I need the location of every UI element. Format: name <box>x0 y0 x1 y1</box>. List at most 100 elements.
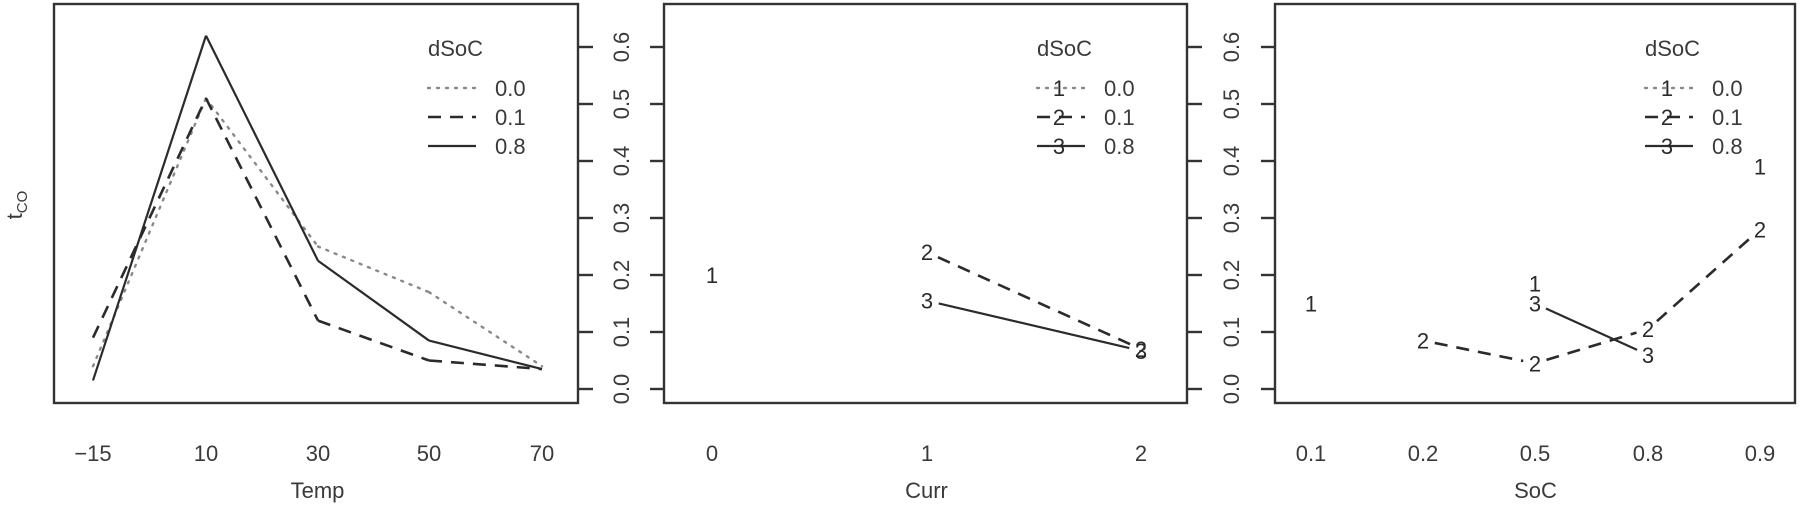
series-dsoc-0.0 <box>91 97 544 368</box>
y-axis-label: tCO <box>2 191 31 220</box>
series-dsoc-0.1: 22 <box>921 240 1147 362</box>
series-line <box>91 35 208 381</box>
series-line <box>204 97 320 322</box>
y-tick-label: 0.3 <box>609 203 634 234</box>
series-dsoc-0.8: 33 <box>921 289 1147 364</box>
series-line <box>205 35 319 262</box>
y-tick-label: 0.5 <box>1219 89 1244 120</box>
series-dsoc-0.1 <box>91 97 543 371</box>
point-marker: 2 <box>1642 317 1654 342</box>
legend-label: 0.0 <box>1712 76 1743 101</box>
legend-label: 0.0 <box>1104 76 1135 101</box>
x-tick-label: 50 <box>417 441 441 466</box>
series-line <box>937 255 1131 346</box>
series-line <box>1656 236 1752 323</box>
series-line <box>938 302 1130 350</box>
legend-title: dSoC <box>1037 36 1092 61</box>
legend-marker: 2 <box>1661 105 1673 130</box>
point-marker: 3 <box>921 289 933 314</box>
y-tick-label: 0.3 <box>1219 203 1244 234</box>
plot-frame <box>662 2 1189 405</box>
legend-label: 0.1 <box>495 105 526 130</box>
series-dsoc-0.0: 1 <box>706 263 718 288</box>
legend-marker: 3 <box>1053 134 1065 159</box>
x-tick-label: 0.9 <box>1745 441 1776 466</box>
series-dsoc-0.1: 2 2 2 2 <box>1417 217 1766 376</box>
x-tick-label: 30 <box>306 441 330 466</box>
point-marker: 1 <box>1529 272 1541 297</box>
point-marker: 1 <box>1305 292 1317 317</box>
legend: dSoC 1 0.0 2 0.1 3 0.8 <box>1643 36 1743 159</box>
y-tick-label: 0.5 <box>609 89 634 120</box>
series-dsoc-0.8 <box>91 35 543 381</box>
x-tick-label: 2 <box>1135 441 1147 466</box>
legend-label: 0.8 <box>1104 134 1135 159</box>
x-axis-label: Curr <box>905 478 948 503</box>
legend-label: 0.1 <box>1712 105 1743 130</box>
y-tick-label: 0.2 <box>609 260 634 291</box>
point-marker: 3 <box>1529 292 1541 317</box>
y-tick-label: 0.4 <box>1219 146 1244 177</box>
series-line <box>316 245 431 294</box>
series-line <box>1545 307 1638 351</box>
legend-label: 0.1 <box>1104 105 1135 130</box>
x-tick-label: 1 <box>921 441 933 466</box>
series-line <box>91 97 208 339</box>
point-marker: 3 <box>1135 339 1147 364</box>
legend-marker: 3 <box>1661 134 1673 159</box>
y-tick-label: 0.0 <box>609 374 634 405</box>
point-marker: 3 <box>1642 343 1654 368</box>
series-line <box>428 359 543 371</box>
x-tick-label: 0 <box>706 441 718 466</box>
series-line <box>91 97 208 368</box>
legend-title: dSoC <box>1645 36 1700 61</box>
x-axis-label: Temp <box>291 478 345 503</box>
series-dsoc-0.0: 1 1 1 <box>1305 155 1766 317</box>
x-tick-label: 0.1 <box>1296 441 1327 466</box>
y-tick-label: 0.1 <box>609 317 634 348</box>
legend-marker: 1 <box>1661 76 1673 101</box>
x-tick-label: 0.8 <box>1633 441 1664 466</box>
series-line <box>428 339 543 371</box>
legend-marker: 2 <box>1053 105 1065 130</box>
legend-label: 0.8 <box>495 134 526 159</box>
point-marker: 1 <box>1754 155 1766 180</box>
legend: dSoC 1 0.0 2 0.1 3 0.8 <box>1035 36 1135 159</box>
x-tick-label: 0.2 <box>1408 441 1439 466</box>
series-dsoc-0.8: 33 <box>1529 292 1654 368</box>
y-tick-label: 0.6 <box>609 32 634 63</box>
point-marker: 2 <box>1529 351 1541 376</box>
series-line <box>317 319 430 362</box>
legend-title: dSoC <box>428 36 483 61</box>
series-line <box>1546 331 1637 362</box>
y-tick-label: 0.0 <box>1219 374 1244 405</box>
x-tick-label: 70 <box>530 441 554 466</box>
series-line <box>1434 341 1524 363</box>
legend-label: 0.8 <box>1712 134 1743 159</box>
legend-marker: 1 <box>1053 76 1065 101</box>
legend-label: 0.0 <box>495 76 526 101</box>
y-tick-label: 0.2 <box>1219 260 1244 291</box>
y-tick-label: 0.4 <box>609 146 634 177</box>
x-axis-label: SoC <box>1514 478 1557 503</box>
x-tick-label: 0.5 <box>1520 441 1551 466</box>
point-marker: 2 <box>921 240 933 265</box>
y-tick-label: 0.1 <box>1219 317 1244 348</box>
plot-frame <box>1273 2 1797 405</box>
point-marker: 2 <box>1417 329 1429 354</box>
y-tick-label: 0.6 <box>1219 32 1244 63</box>
point-marker: 2 <box>1135 337 1147 362</box>
panel-temp: 0.0 0.1 0.2 0.3 0.4 0.5 0.6 −15 10 30 50 70 Temp dSoC… <box>52 2 634 503</box>
x-tick-label: −15 <box>74 441 111 466</box>
x-tick-label: 10 <box>194 441 218 466</box>
point-marker: 1 <box>706 263 718 288</box>
legend: dSoC 0.0 0.1 0.8 <box>426 36 526 159</box>
point-marker: 2 <box>1754 217 1766 242</box>
series-line <box>317 259 430 342</box>
series-line <box>204 97 320 248</box>
plot-frame <box>52 2 580 405</box>
